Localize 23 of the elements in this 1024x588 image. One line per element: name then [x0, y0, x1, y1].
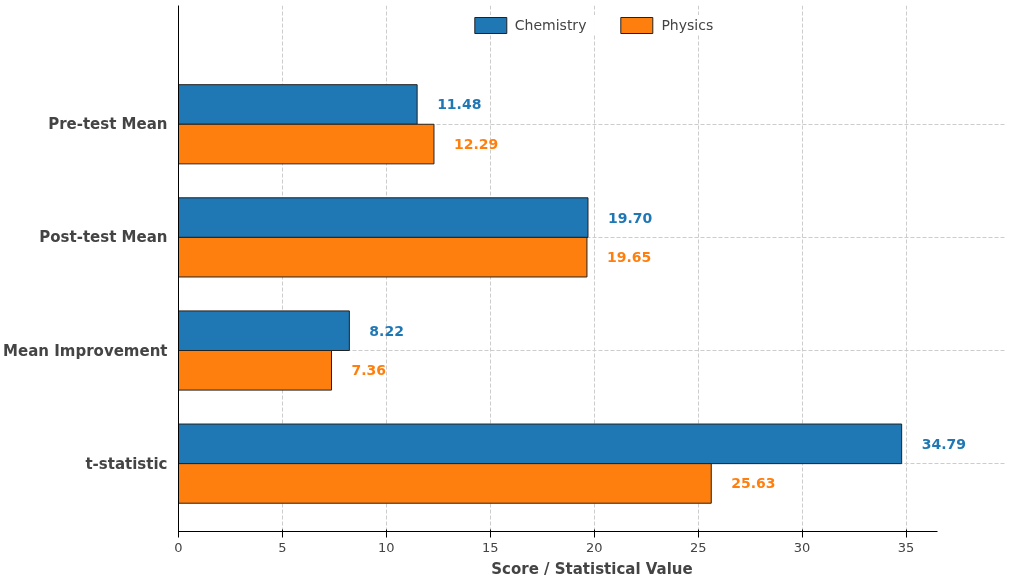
data-label: 12.29 — [453, 136, 499, 153]
y-tick-label: Post-test Mean — [39, 228, 168, 247]
data-label: 25.63 — [731, 475, 776, 492]
x-tick-label: 0 — [174, 539, 183, 555]
y-tick-label: t-statistic — [85, 454, 168, 473]
data-label: 11.48 — [437, 96, 482, 113]
x-tick-label: 30 — [793, 539, 811, 555]
x-tick-label: 5 — [278, 539, 287, 555]
legend-label: Physics — [661, 17, 714, 33]
x-tick-label: 20 — [585, 539, 603, 555]
y-tick-label: Pre-test Mean — [48, 115, 168, 134]
x-axis-title: Score / Statistical Value — [491, 559, 693, 578]
x-tick-label: 10 — [378, 539, 395, 555]
legend-label: Chemistry — [514, 17, 587, 33]
data-label: 7.36 — [351, 362, 387, 379]
data-label: 19.65 — [606, 249, 652, 266]
x-tick-label: 35 — [897, 539, 915, 555]
data-label: 8.22 — [369, 322, 404, 339]
y-tick-label: Mean Improvement — [3, 341, 168, 360]
data-label: 19.70 — [608, 209, 653, 226]
data-label: 34.79 — [921, 435, 966, 452]
x-tick-label: 15 — [482, 539, 499, 555]
x-tick-label: 25 — [689, 539, 707, 555]
